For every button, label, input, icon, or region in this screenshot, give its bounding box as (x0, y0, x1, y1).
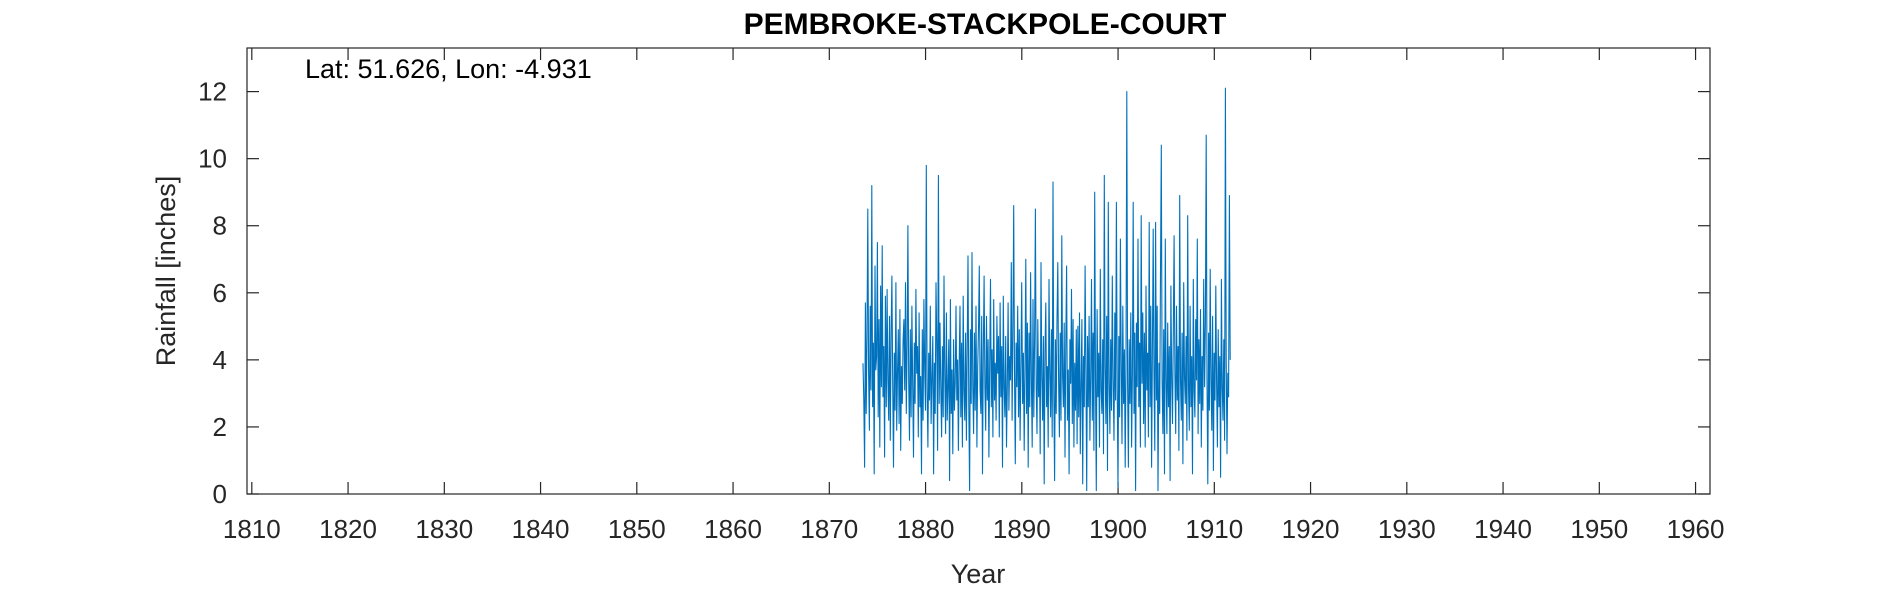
x-axis-label: Year (951, 559, 1006, 589)
x-tick-label: 1950 (1570, 514, 1628, 544)
y-tick-label: 8 (213, 211, 227, 241)
x-tick-label: 1910 (1185, 514, 1243, 544)
x-tick-label: 1940 (1474, 514, 1532, 544)
x-tick-label: 1900 (1089, 514, 1147, 544)
x-tick-label: 1820 (319, 514, 377, 544)
y-tick-label: 12 (198, 77, 227, 107)
x-tick-label: 1930 (1378, 514, 1436, 544)
y-tick-label: 6 (213, 278, 227, 308)
y-axis-ticks: 0 2 4 6 8 10 12 (198, 77, 1710, 509)
y-tick-label: 2 (213, 412, 227, 442)
y-axis-label: Rainfall [inches] (151, 176, 181, 367)
x-tick-label: 1880 (897, 514, 955, 544)
chart-title: PEMBROKE-STACKPOLE-COURT (744, 8, 1227, 41)
x-tick-label: 1850 (608, 514, 666, 544)
x-tick-label: 1920 (1282, 514, 1340, 544)
plot-area-frame (246, 47, 1711, 495)
x-tick-label: 1870 (800, 514, 858, 544)
x-axis-ticks: 1810 1820 1830 1840 1850 1860 1870 1880 1890 1900… (223, 48, 1725, 544)
x-tick-label: 1890 (993, 514, 1051, 544)
x-tick-label: 1960 (1667, 514, 1725, 544)
x-tick-label: 1810 (223, 514, 281, 544)
y-tick-label: 4 (213, 345, 227, 375)
x-tick-label: 1860 (704, 514, 762, 544)
y-tick-label: 10 (198, 144, 227, 174)
x-tick-label: 1840 (512, 514, 570, 544)
station-location-annotation: Lat: 51.626, Lon: -4.931 (305, 54, 592, 84)
rainfall-series-line (862, 87, 1231, 492)
x-tick-label: 1830 (415, 514, 473, 544)
y-tick-label: 0 (213, 479, 227, 509)
